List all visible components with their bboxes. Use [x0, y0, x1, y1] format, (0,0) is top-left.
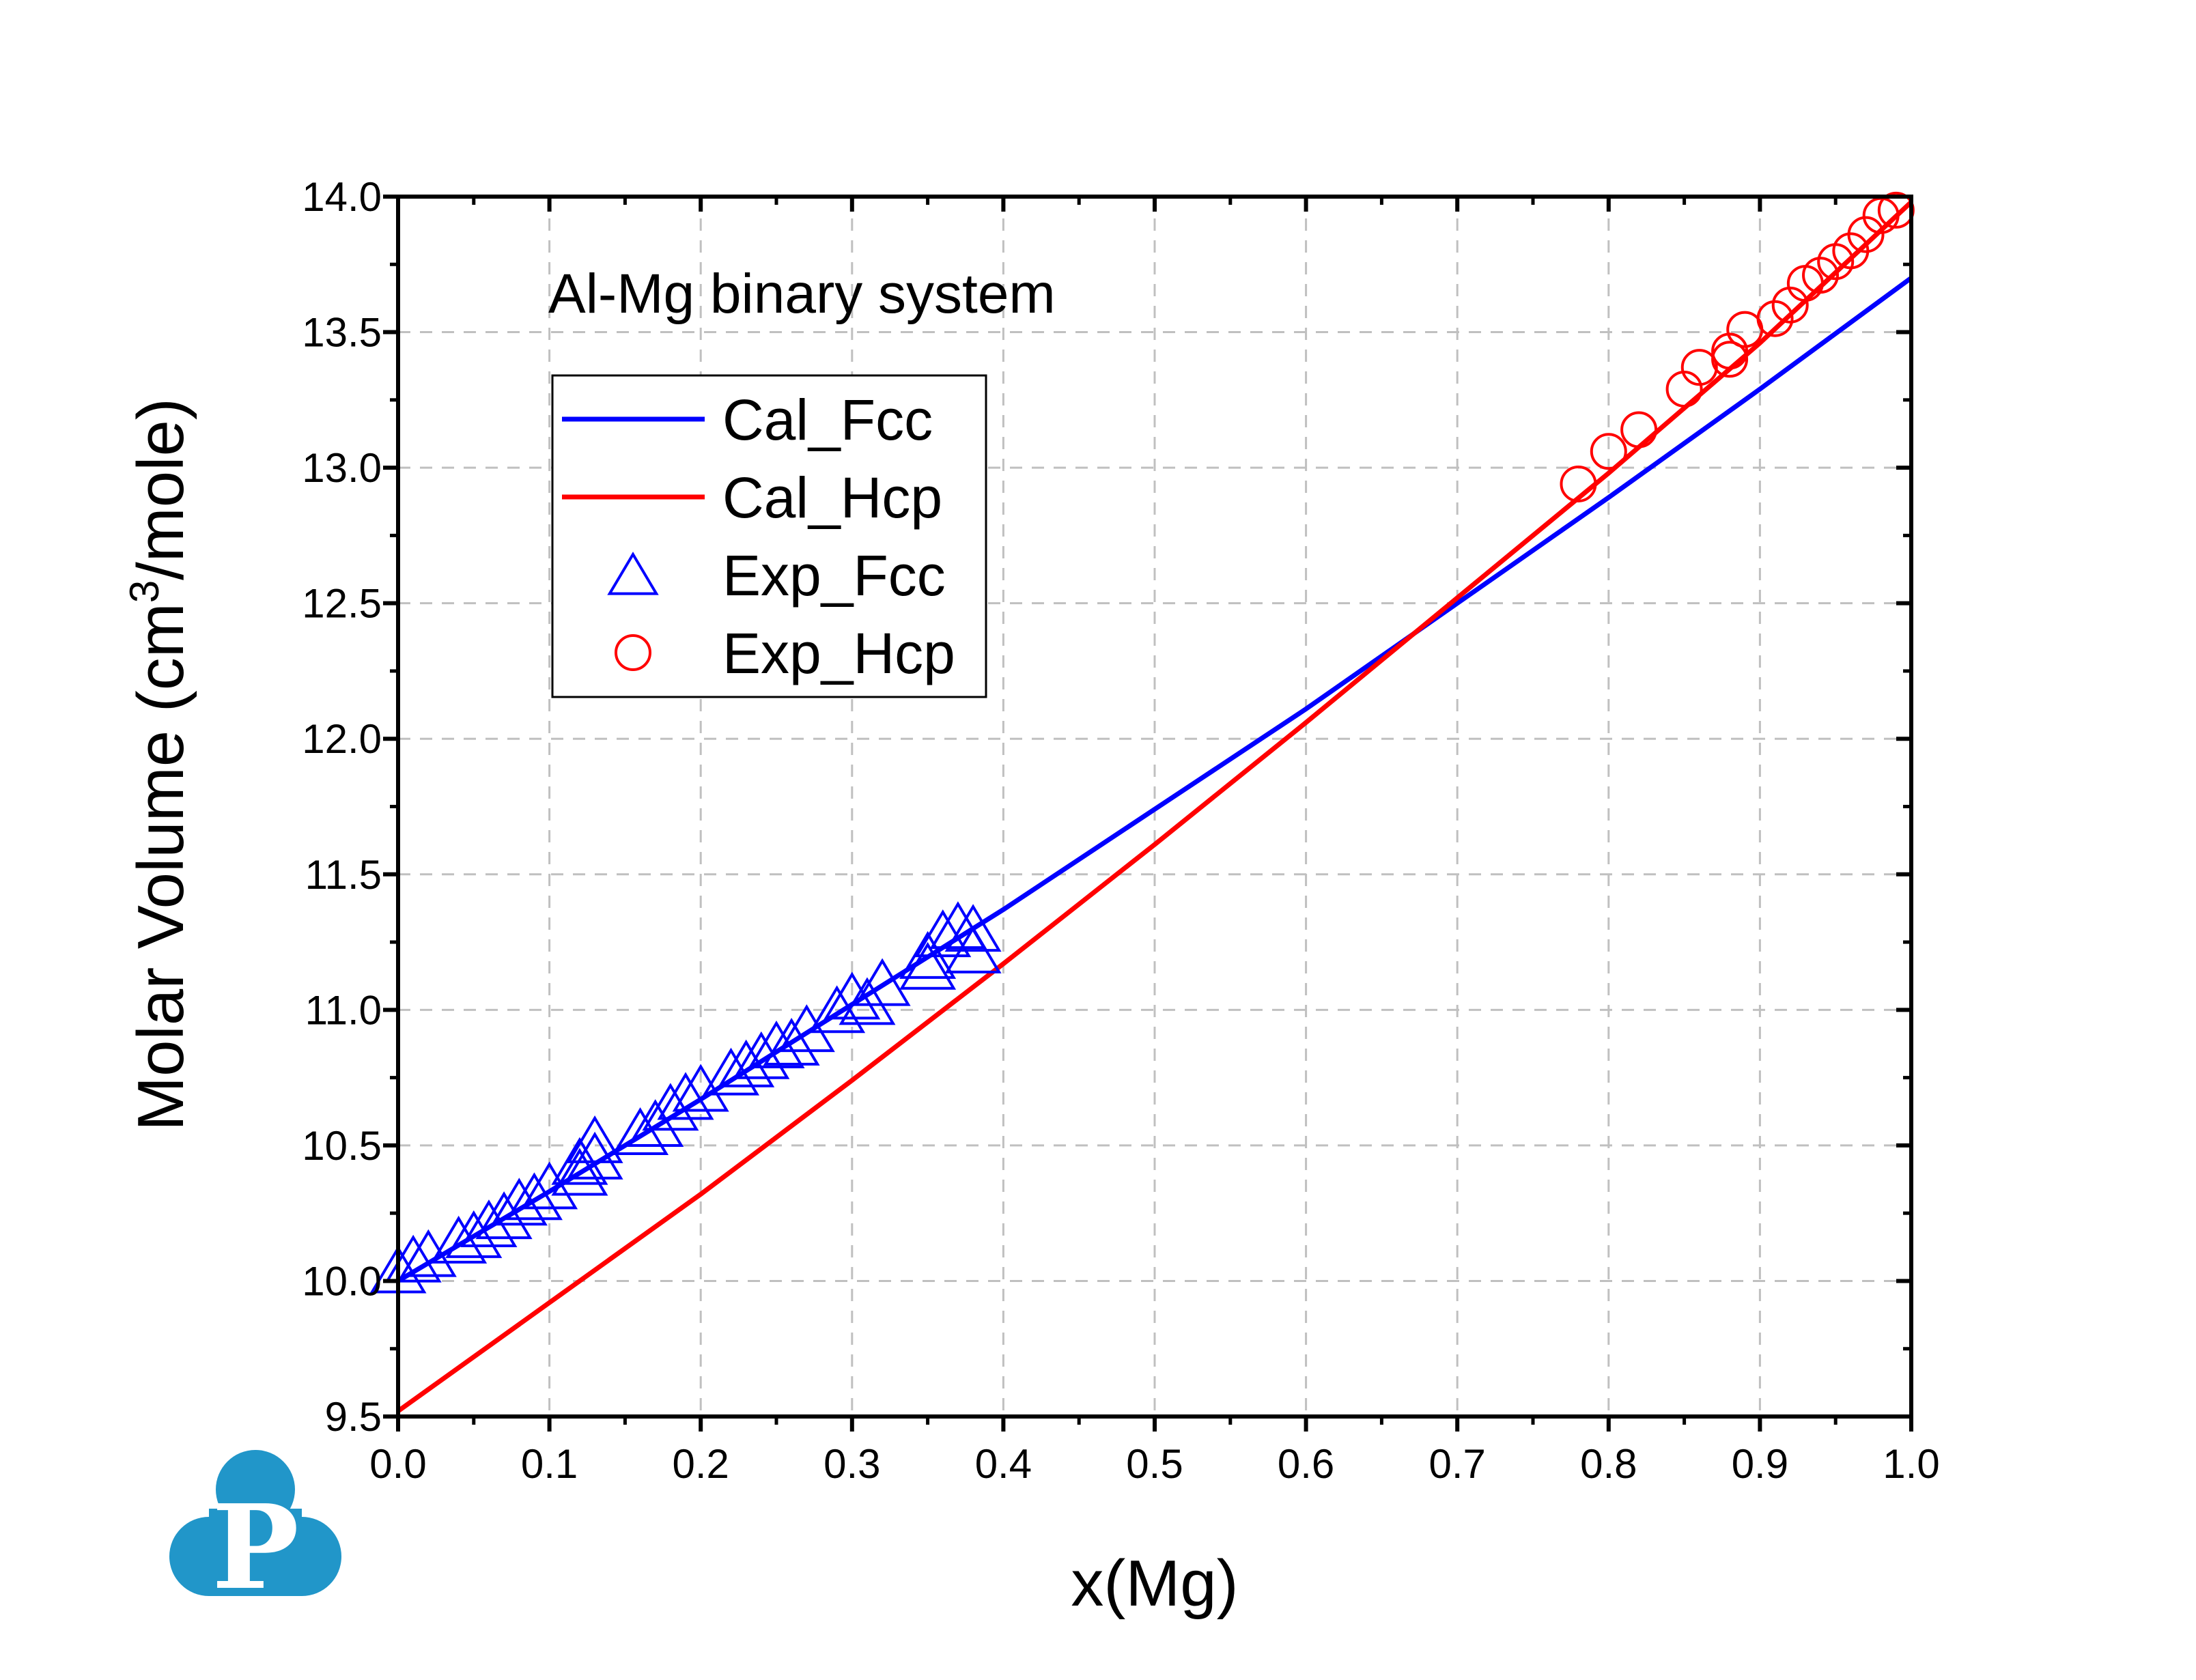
y-tick-label: 10.5 [302, 1123, 382, 1169]
ticks [383, 195, 1913, 1432]
point-exp-fcc [944, 925, 1002, 973]
x-tick-label: 0.1 [521, 1441, 578, 1487]
legend-item-exp-hcp: Exp_Hcp [615, 621, 955, 685]
point-exp-fcc [657, 1072, 714, 1120]
x-tick-label: 0.0 [369, 1441, 426, 1487]
point-exp-fcc [627, 1099, 684, 1148]
x-axis-title: x(Mg) [1071, 1547, 1238, 1620]
line-cal-hcp [396, 200, 1913, 1413]
point-exp-hcp [1590, 433, 1627, 470]
y-tick-label: 13.5 [302, 310, 382, 356]
point-exp-fcc [642, 1083, 699, 1131]
point-exp-fcc [748, 1020, 805, 1068]
x-tick-label: 0.7 [1428, 1441, 1485, 1487]
y-tick-label: 11.5 [305, 852, 382, 898]
legend-label-cal-fcc: Cal_Fcc [722, 388, 933, 452]
y-tick-label: 11.0 [305, 987, 382, 1033]
point-exp-hcp [1756, 300, 1794, 337]
y-tick-label: 14.0 [302, 174, 382, 220]
x-tick-label: 0.6 [1278, 1441, 1334, 1487]
point-exp-fcc [763, 1018, 820, 1066]
tick-labels: 0.0 0.1 0.2 0.3 0.4 0.5 0.6 0.7 0.8 0.9 1.0 9.5 10.0… [302, 174, 1939, 1487]
legend: Cal_Fcc Cal_Hcp Exp_Fcc Exp_Hcp [551, 374, 987, 698]
annotation-text: Al-Mg binary system [548, 263, 1056, 325]
point-exp-hcp [1711, 341, 1749, 378]
point-exp-fcc [505, 1172, 563, 1221]
point-exp-fcc [778, 1004, 835, 1053]
legend-item-exp-fcc: Exp_Fcc [607, 543, 946, 608]
point-exp-fcc [445, 1210, 503, 1258]
point-exp-fcc [551, 1148, 608, 1196]
legend-item-cal-fcc: Cal_Fcc [562, 388, 933, 452]
x-tick-label: 1.0 [1883, 1441, 1939, 1487]
y-tick-label: 9.5 [325, 1394, 382, 1440]
x-tick-label: 0.3 [824, 1441, 880, 1487]
legend-swatch-exp-fcc [607, 552, 659, 595]
point-exp-fcc [703, 1047, 760, 1096]
point-exp-fcc [929, 901, 987, 950]
y-tick-label: 13.0 [302, 445, 382, 491]
legend-label-exp-fcc: Exp_Fcc [722, 543, 946, 608]
legend-box [551, 374, 987, 698]
point-exp-fcc [566, 1115, 623, 1163]
x-tick-label: 0.4 [975, 1441, 1032, 1487]
point-exp-fcc [612, 1107, 669, 1155]
point-exp-hcp [1680, 349, 1718, 386]
point-exp-fcc [521, 1161, 578, 1210]
legend-label-cal-hcp: Cal_Hcp [722, 466, 942, 530]
point-exp-fcc [430, 1215, 488, 1264]
point-exp-hcp [1802, 257, 1840, 294]
point-exp-fcc [672, 1064, 729, 1112]
point-exp-fcc [399, 1229, 457, 1277]
x-tick-label: 0.8 [1580, 1441, 1637, 1487]
x-tick-label: 0.5 [1126, 1441, 1183, 1487]
point-exp-fcc [566, 1131, 623, 1180]
point-exp-fcc [944, 904, 1002, 952]
logo-cloud-base [209, 1509, 302, 1596]
point-exp-fcc [854, 958, 911, 1006]
point-exp-fcc [733, 1031, 790, 1079]
point-exp-fcc [490, 1178, 548, 1226]
logo-letter: P [212, 1479, 299, 1616]
x-tick-label: 0.9 [1732, 1441, 1788, 1487]
legend-swatch-exp-hcp [615, 634, 651, 671]
point-exp-fcc [384, 1234, 442, 1283]
logo: P [169, 1450, 341, 1616]
series-exp-fcc [369, 901, 1002, 1294]
point-exp-hcp [1560, 465, 1597, 502]
y-tick-label: 12.5 [302, 581, 382, 627]
point-exp-fcc [839, 977, 896, 1025]
y-tick-label: 10.0 [302, 1258, 382, 1304]
point-exp-fcc [475, 1191, 533, 1240]
x-tick-label: 0.2 [672, 1441, 729, 1487]
y-axis-title: Molar Volume (cm3/mole) [122, 398, 197, 1131]
point-exp-fcc [899, 941, 957, 990]
point-exp-fcc [824, 971, 881, 1020]
point-exp-hcp [1847, 216, 1885, 253]
point-exp-hcp [1620, 411, 1658, 449]
legend-label-exp-hcp: Exp_Hcp [722, 621, 955, 685]
legend-item-cal-hcp: Cal_Hcp [562, 466, 942, 530]
point-exp-fcc [718, 1039, 775, 1087]
series-exp-hcp [1560, 191, 1915, 502]
y-tick-label: 12.0 [302, 716, 382, 762]
series-cal-hcp [396, 200, 1913, 1413]
